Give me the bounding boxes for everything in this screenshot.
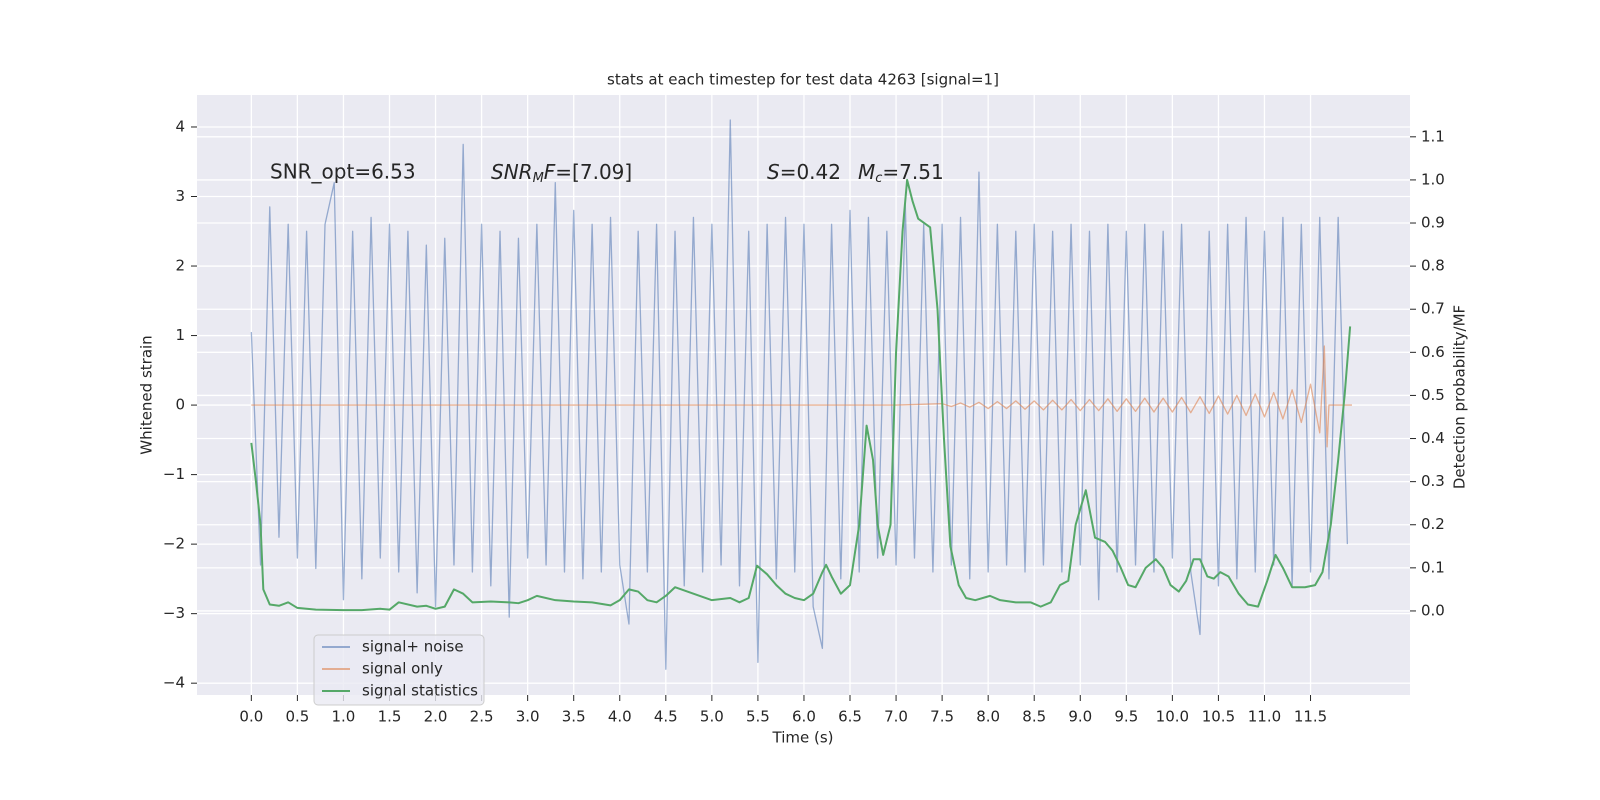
marks (250, 119, 1352, 670)
legend-label: signal+ noise (362, 638, 464, 656)
y-tick-label: −2 (163, 535, 185, 553)
x-tick-label: 7.5 (930, 708, 954, 726)
series-line (250, 178, 1352, 612)
x-tick-label: 3.0 (516, 708, 540, 726)
y2-tick-label: 0.2 (1421, 515, 1445, 533)
y-tick-label: 3 (175, 187, 185, 205)
series-line (251, 345, 1352, 448)
x-tick-label: 1.0 (332, 708, 356, 726)
legend-label: signal statistics (362, 682, 478, 700)
x-tick-label: 9.0 (1068, 708, 1092, 726)
x-tick-label: 11.0 (1248, 708, 1281, 726)
y2-tick-label: 1.0 (1421, 170, 1445, 188)
x-tick-label: 10.0 (1156, 708, 1189, 726)
legend-label: signal only (362, 660, 443, 678)
annotation-part: SNR (491, 160, 533, 184)
x-tick-label: 4.5 (654, 708, 678, 726)
y2-tick-label: 0.6 (1421, 343, 1445, 361)
annotation: SNR_opt=6.53 (270, 160, 416, 184)
annotation-part: =7.51 (882, 160, 943, 184)
annotation: SNRMF=[7.09] (491, 160, 632, 186)
annotation-part: =0.42 (780, 160, 841, 184)
annotation-part: =[7.09] (555, 160, 632, 184)
x-tick-label: 8.5 (1022, 708, 1046, 726)
annotation: Mc=7.51 (858, 160, 944, 186)
y-tick-label: 2 (175, 257, 185, 275)
y-tick-label: 4 (175, 117, 185, 135)
y2-tick-label: 0.5 (1421, 386, 1445, 404)
y2-axis-label: Detection probability/MF (1451, 305, 1469, 489)
y2-tick-label: 0.8 (1421, 257, 1445, 275)
y-tick-label: −4 (163, 674, 185, 692)
annotation: S=0.42 (767, 160, 841, 184)
x-tick-label: 11.5 (1294, 708, 1327, 726)
y2-tick-label: 0.0 (1421, 601, 1445, 619)
x-tick-label: 8.0 (976, 708, 1000, 726)
x-tick-label: 10.5 (1202, 708, 1235, 726)
x-tick-label: 7.0 (884, 708, 908, 726)
x-tick-label: 4.0 (608, 708, 632, 726)
x-tick-label: 6.0 (792, 708, 816, 726)
annotation-part: F (544, 160, 556, 184)
annotation-part: c (875, 171, 882, 186)
y2-tick-label: 0.3 (1421, 472, 1445, 490)
x-tick-label: 1.5 (378, 708, 402, 726)
x-tick-label: 6.5 (838, 708, 862, 726)
y-tick-label: −1 (163, 465, 185, 483)
y-tick-label: 1 (175, 326, 185, 344)
annotation-part: M (858, 160, 875, 184)
x-tick-label: 9.5 (1114, 708, 1138, 726)
x-tick-label: 2.5 (470, 708, 494, 726)
x-axis-label: Time (s) (772, 729, 834, 747)
x-tick-label: 2.0 (424, 708, 448, 726)
chart-title: stats at each timestep for test data 426… (607, 71, 999, 89)
y-axis-label: Whitened strain (138, 335, 156, 454)
y2-tick-label: 0.9 (1421, 214, 1445, 232)
x-tick-label: 3.5 (562, 708, 586, 726)
x-tick-label: 5.0 (700, 708, 724, 726)
legend: signal+ noise signal only signal statistic… (313, 634, 485, 706)
series-line (250, 119, 1349, 670)
x-tick-label: 0.0 (239, 708, 263, 726)
y2-tick-label: 0.1 (1421, 558, 1445, 576)
y2-tick-label: 0.4 (1421, 429, 1445, 447)
y2-tick-label: 0.7 (1421, 300, 1445, 318)
y-tick-label: −3 (163, 604, 185, 622)
axes: 0.0 0.5 1.0 1.5 2.0 2.5 3.0 3.5 4.0 4.5 5.0 5.5 6.0 6… (163, 117, 1445, 725)
annotation-part: M (533, 171, 544, 186)
x-tick-label: 0.5 (285, 708, 309, 726)
legend-box (313, 634, 485, 706)
y2-tick-label: 1.1 (1421, 127, 1445, 145)
x-tick-label: 5.5 (746, 708, 770, 726)
y-tick-label: 0 (175, 396, 185, 414)
annotation-part: S (767, 160, 780, 184)
